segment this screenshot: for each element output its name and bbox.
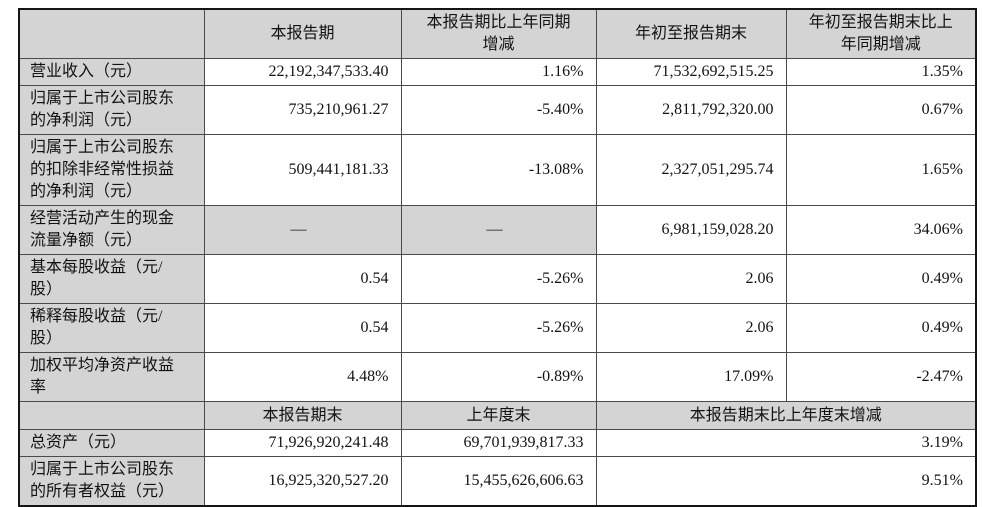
- col-header-current-period: 本报告期: [203, 8, 402, 59]
- cell-excl-ytd-yoy: 1.65%: [785, 134, 977, 206]
- table-row-total-assets: 总资产（元） 71,926,920,241.48 69,701,939,817.…: [18, 429, 977, 457]
- row-label-revenue: 营业收入（元）: [18, 58, 205, 86]
- cell-diluted-eps-ytd: 2.06: [595, 303, 787, 353]
- cell-equity-prev-year-end: 15,455,626,606.63: [400, 456, 597, 507]
- financial-summary-table: 本报告期 本报告期比上年同期增减 年初至报告期末 年初至报告期末比上年同期增减 …: [18, 8, 977, 507]
- row-label-diluted-eps: 稀释每股收益（元/股）: [18, 303, 205, 353]
- cell-basic-eps-ytd: 2.06: [595, 254, 787, 304]
- table-row-revenue: 营业收入（元） 22,192,347,533.40 1.16% 71,532,6…: [18, 58, 977, 86]
- col-header-ytd-yoy-change: 年初至报告期末比上年同期增减: [785, 8, 977, 59]
- cell-net-profit-ytd: 2,811,792,320.00: [595, 85, 787, 135]
- row-label-operating-cash-flow: 经营活动产生的现金流量净额（元）: [18, 205, 205, 255]
- row-label-net-profit: 归属于上市公司股东的净利润（元）: [18, 85, 205, 135]
- cell-cash-flow-current-dash: —: [203, 205, 402, 255]
- col-header-prev-year-end: 上年度末: [400, 401, 597, 430]
- cell-basic-eps-yoy: -5.26%: [400, 254, 597, 304]
- cell-excl-ytd: 2,327,051,295.74: [595, 134, 787, 206]
- table-row-net-profit: 归属于上市公司股东的净利润（元） 735,210,961.27 -5.40% 2…: [18, 85, 977, 135]
- cell-equity-period-end: 16,925,320,527.20: [203, 456, 402, 507]
- cell-net-profit-current: 735,210,961.27: [203, 85, 402, 135]
- cell-excl-current: 509,441,181.33: [203, 134, 402, 206]
- cell-total-assets-prev-year-end: 69,701,939,817.33: [400, 429, 597, 457]
- cell-total-assets-period-end: 71,926,920,241.48: [203, 429, 402, 457]
- cell-diluted-eps-current: 0.54: [203, 303, 402, 353]
- col-header-ytd: 年初至报告期末: [595, 8, 787, 59]
- table-row-weighted-avg-roe: 加权平均净资产收益率 4.48% -0.89% 17.09% -2.47%: [18, 352, 977, 402]
- cell-excl-yoy: -13.08%: [400, 134, 597, 206]
- cell-roe-ytd-yoy: -2.47%: [785, 352, 977, 402]
- col-header-change-vs-prev-year-end: 本报告期末比上年度末增减: [595, 401, 977, 430]
- cell-revenue-yoy: 1.16%: [400, 58, 597, 86]
- header-row-bottom: 本报告期末 上年度末 本报告期末比上年度末增减: [18, 401, 977, 430]
- cell-equity-change: 9.51%: [595, 456, 977, 507]
- col-header-period-end: 本报告期末: [203, 401, 402, 430]
- cell-roe-yoy: -0.89%: [400, 352, 597, 402]
- cell-basic-eps-ytd-yoy: 0.49%: [785, 254, 977, 304]
- table-row-net-profit-excl-nonrecurring: 归属于上市公司股东的扣除非经常性损益的净利润（元） 509,441,181.33…: [18, 134, 977, 206]
- table-row-basic-eps: 基本每股收益（元/股） 0.54 -5.26% 2.06 0.49%: [18, 254, 977, 304]
- row-label-total-assets: 总资产（元）: [18, 429, 205, 457]
- row-label-equity-attributable: 归属于上市公司股东的所有者权益（元）: [18, 456, 205, 507]
- row-label-weighted-avg-roe: 加权平均净资产收益率: [18, 352, 205, 402]
- row-label-basic-eps: 基本每股收益（元/股）: [18, 254, 205, 304]
- cell-revenue-ytd-yoy: 1.35%: [785, 58, 977, 86]
- cell-diluted-eps-yoy: -5.26%: [400, 303, 597, 353]
- cell-diluted-eps-ytd-yoy: 0.49%: [785, 303, 977, 353]
- header-row-top: 本报告期 本报告期比上年同期增减 年初至报告期末 年初至报告期末比上年同期增减: [18, 8, 977, 59]
- cell-cash-flow-ytd: 6,981,159,028.20: [595, 205, 787, 255]
- corner-cell-bottom: [18, 401, 205, 430]
- cell-roe-ytd: 17.09%: [595, 352, 787, 402]
- cell-cash-flow-ytd-yoy: 34.06%: [785, 205, 977, 255]
- table-row-equity-attributable: 归属于上市公司股东的所有者权益（元） 16,925,320,527.20 15,…: [18, 456, 977, 507]
- cell-revenue-current: 22,192,347,533.40: [203, 58, 402, 86]
- cell-net-profit-ytd-yoy: 0.67%: [785, 85, 977, 135]
- row-label-net-profit-excl-nonrecurring: 归属于上市公司股东的扣除非经常性损益的净利润（元）: [18, 134, 205, 206]
- report-page: 本报告期 本报告期比上年同期增减 年初至报告期末 年初至报告期末比上年同期增减 …: [18, 8, 977, 507]
- table-row-operating-cash-flow: 经营活动产生的现金流量净额（元） — — 6,981,159,028.20 34…: [18, 205, 977, 255]
- cell-revenue-ytd: 71,532,692,515.25: [595, 58, 787, 86]
- cell-cash-flow-yoy-dash: —: [400, 205, 597, 255]
- cell-roe-current: 4.48%: [203, 352, 402, 402]
- cell-basic-eps-current: 0.54: [203, 254, 402, 304]
- cell-total-assets-change: 3.19%: [595, 429, 977, 457]
- table-row-diluted-eps: 稀释每股收益（元/股） 0.54 -5.26% 2.06 0.49%: [18, 303, 977, 353]
- col-header-yoy-change: 本报告期比上年同期增减: [400, 8, 597, 59]
- corner-cell: [18, 8, 205, 59]
- cell-net-profit-yoy: -5.40%: [400, 85, 597, 135]
